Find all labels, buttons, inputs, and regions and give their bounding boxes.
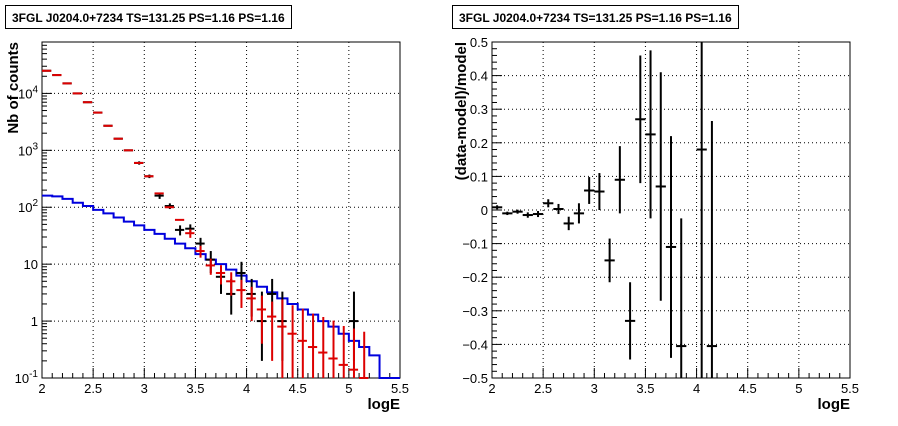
residual-point-8	[573, 203, 585, 224]
x-tick-label-3: 3.5	[636, 381, 654, 396]
residual-point-3	[522, 212, 533, 218]
x-tick-label-6: 5	[795, 381, 802, 396]
y-tick-label-4: 103	[18, 141, 38, 158]
y-tick-label-3: 102	[18, 198, 38, 215]
residual-point-12	[614, 146, 625, 214]
model-step-line	[42, 194, 400, 379]
y-tick-label-5: 0	[481, 203, 488, 218]
y-tick-label-9: 0.4	[470, 69, 488, 84]
x-tick-label-3: 3.5	[186, 381, 204, 396]
data-point-13	[174, 225, 185, 236]
model-point-20	[246, 286, 256, 322]
model-point-18	[226, 272, 236, 296]
residual-point-18	[676, 218, 687, 378]
x-tick-label-2: 3	[591, 381, 598, 396]
model-point-27	[318, 316, 328, 378]
y-tick-label-4: −0.1	[462, 237, 488, 252]
y-tick-label-8: 0.3	[470, 102, 488, 117]
model-point-15	[195, 245, 205, 258]
x-tick-label-6: 5	[345, 381, 352, 396]
model-point-19	[236, 279, 246, 308]
residual-point-14	[635, 55, 646, 184]
model-point-26	[307, 313, 318, 378]
model-point-29	[338, 325, 348, 378]
counts-panel: 2 2.5 3 3.5 4 4.5 5 5.5 10-1 1 10 102 103 104 logE Nb o…	[5, 41, 409, 413]
x-tick-label-4: 4	[693, 381, 700, 396]
y-tick-label-7: 0.2	[470, 136, 488, 151]
residual-point-1	[502, 211, 513, 216]
x-tick-label-0: 2	[488, 381, 495, 396]
residual-point-20	[706, 120, 718, 378]
residual-point-7	[563, 216, 574, 231]
x-tick-label-2: 3	[141, 381, 148, 396]
residual-point-19	[696, 42, 707, 378]
y-tick-label-6: 0.1	[470, 169, 488, 184]
model-point-14	[185, 229, 195, 238]
y-tick-label-2: 10	[24, 257, 38, 272]
residual-point-6	[553, 203, 564, 215]
y-tick-label-3: −0.2	[462, 270, 488, 285]
residual-point-13	[624, 282, 636, 360]
residual-point-5	[543, 199, 554, 208]
residuals-panel: 2 2.5 3 3.5 4 4.5 5 5.5 −0.5 −0.4 −0.3 −0.2 −0.1 0 0.1…	[453, 35, 859, 413]
left-panel-title: 3FGL J0204.0+7234 TS=131.25 PS=1.16 PS=1…	[5, 5, 292, 29]
y-tick-label-0: −0.5	[462, 371, 488, 386]
y-tick-label-10: 0.5	[470, 35, 488, 50]
residual-point-4	[532, 211, 544, 218]
x-axis-label: logE	[818, 396, 851, 413]
model-point-21	[256, 295, 267, 344]
residual-point-9	[584, 177, 595, 204]
residual-point-15	[645, 50, 656, 219]
right-panel-title: 3FGL J0204.0+7234 TS=131.25 PS=1.16 PS=1…	[452, 5, 739, 29]
residual-point-11	[604, 238, 615, 283]
model-point-22	[267, 301, 277, 361]
y-tick-label-1: −0.4	[462, 337, 488, 352]
residual-point-0	[492, 205, 503, 210]
model-point-28	[328, 320, 338, 378]
model-point-30	[348, 328, 359, 378]
x-tick-label-4: 4	[243, 381, 250, 396]
x-tick-label-7: 5.5	[841, 381, 859, 396]
x-tick-label-0: 2	[38, 381, 45, 396]
residual-point-2	[512, 209, 523, 214]
y-axis-label: (data-model)/model	[453, 42, 470, 180]
y-tick-label-0: 10-1	[15, 369, 39, 386]
model-point-25	[297, 308, 307, 378]
y-tick-label-1: 1	[31, 314, 38, 329]
x-tick-label-1: 2.5	[534, 381, 552, 396]
x-axis-label: logE	[368, 396, 401, 413]
y-tick-label-5: 104	[18, 84, 38, 101]
model-point-24	[287, 305, 297, 378]
x-tick-label-5: 4.5	[739, 381, 757, 396]
residual-point-10	[594, 173, 605, 210]
y-axis-label: Nb of counts	[5, 42, 22, 134]
residual-point-17	[665, 136, 677, 358]
model-point-31	[359, 331, 369, 379]
x-tick-label-5: 4.5	[289, 381, 307, 396]
model-point-16	[205, 258, 215, 275]
residual-point-16	[655, 72, 666, 301]
y-tick-label-2: −0.3	[462, 304, 488, 319]
model-point-17	[215, 265, 226, 285]
x-tick-label-1: 2.5	[84, 381, 102, 396]
x-tick-label-7: 5.5	[391, 381, 409, 396]
model-point-23	[277, 299, 287, 378]
